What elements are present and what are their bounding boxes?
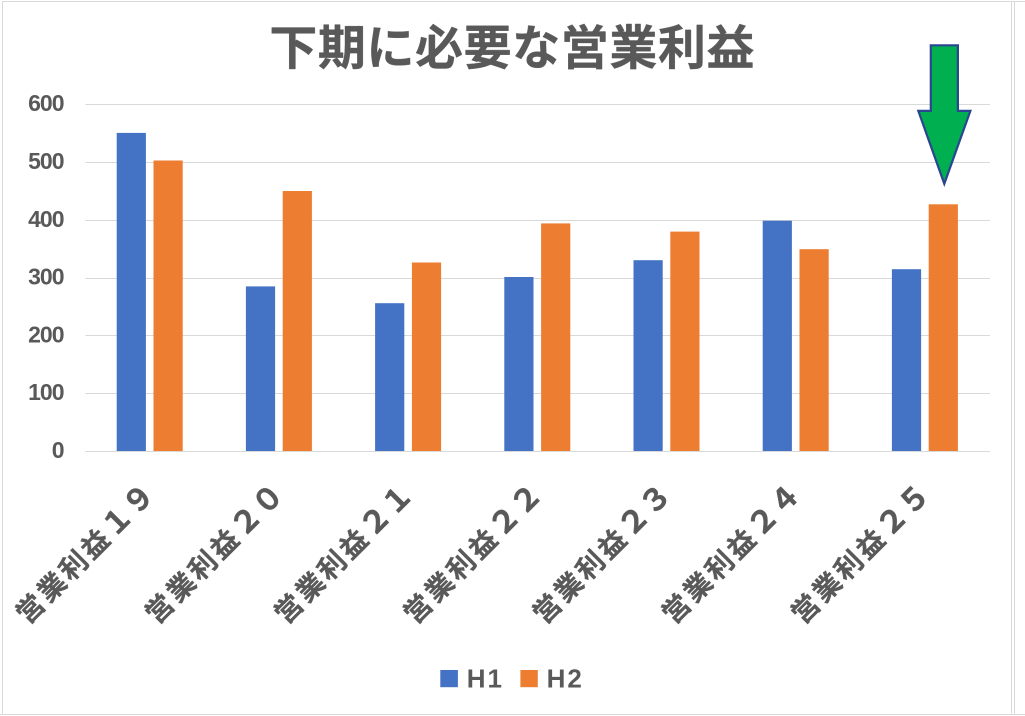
svg-text:200: 200: [28, 321, 64, 347]
svg-text:100: 100: [28, 379, 64, 405]
svg-text:0: 0: [52, 437, 64, 463]
svg-text:H2: H2: [547, 663, 584, 693]
svg-text:H1: H1: [467, 663, 504, 693]
svg-text:300: 300: [28, 264, 64, 290]
svg-text:600: 600: [28, 90, 64, 116]
svg-text:500: 500: [28, 148, 64, 174]
svg-text:400: 400: [28, 206, 64, 232]
